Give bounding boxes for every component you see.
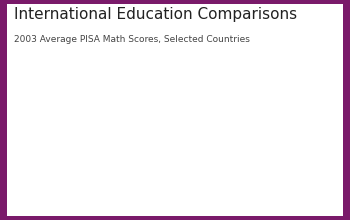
Text: Ireland: Ireland [23, 140, 56, 149]
Text: France: France [23, 130, 54, 139]
Text: United States: United States [23, 160, 85, 169]
Bar [21, 82, 290, 90]
Bar [21, 131, 271, 139]
Text: Italy: Italy [23, 179, 44, 188]
Text: 2003 Average PISA Math Scores, Selected Countries: 2003 Average PISA Math Scores, Selected … [14, 35, 250, 44]
Text: Hong Kong: Hong Kong [23, 82, 73, 91]
Bar [21, 189, 210, 197]
Text: Japan: Japan [23, 111, 49, 120]
Bar [21, 111, 283, 119]
Text: South Korea: South Korea [23, 101, 79, 110]
Bar [21, 102, 287, 110]
Bar [21, 150, 267, 158]
Text: Canada: Canada [23, 121, 57, 130]
Bar [21, 92, 288, 100]
Text: Russian Federation: Russian Federation [23, 169, 111, 178]
Bar [21, 160, 258, 168]
Text: Mexico: Mexico [23, 189, 55, 198]
Bar [21, 180, 249, 187]
Bar [21, 121, 282, 129]
Text: Germany: Germany [23, 150, 64, 159]
Bar [21, 141, 267, 149]
Text: International Education Comparisons: International Education Comparisons [14, 7, 297, 22]
Bar [21, 170, 250, 178]
Text: Finland: Finland [23, 92, 57, 101]
